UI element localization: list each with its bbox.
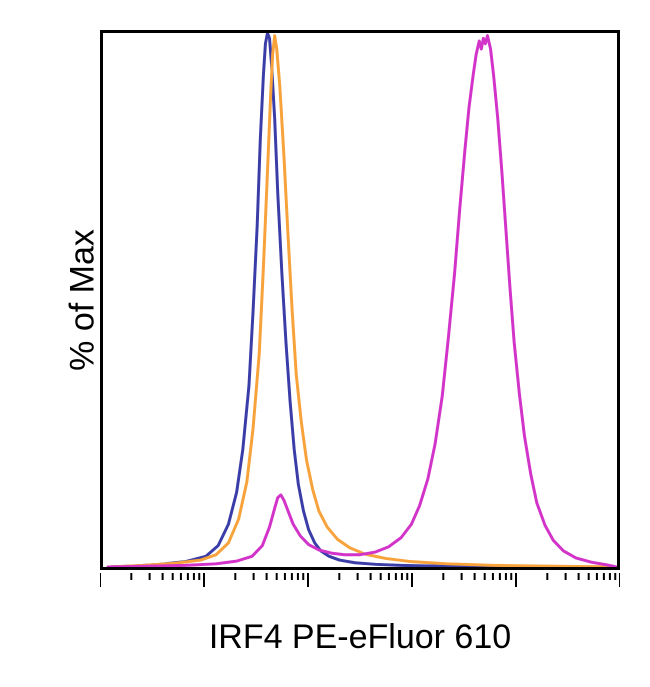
histogram-figure: % of Max IRF4 PE-eFluor 610 [0, 0, 650, 687]
histogram-svg [103, 33, 617, 567]
series-control-orange [108, 36, 617, 567]
x-axis-label: IRF4 PE-eFluor 610 [100, 618, 620, 657]
y-axis-label: % of Max [63, 229, 102, 371]
plot-area [100, 30, 620, 570]
series-control-blue [108, 33, 617, 567]
series-irf4-positive-magenta [108, 36, 617, 567]
x-axis-ticks [100, 573, 620, 597]
